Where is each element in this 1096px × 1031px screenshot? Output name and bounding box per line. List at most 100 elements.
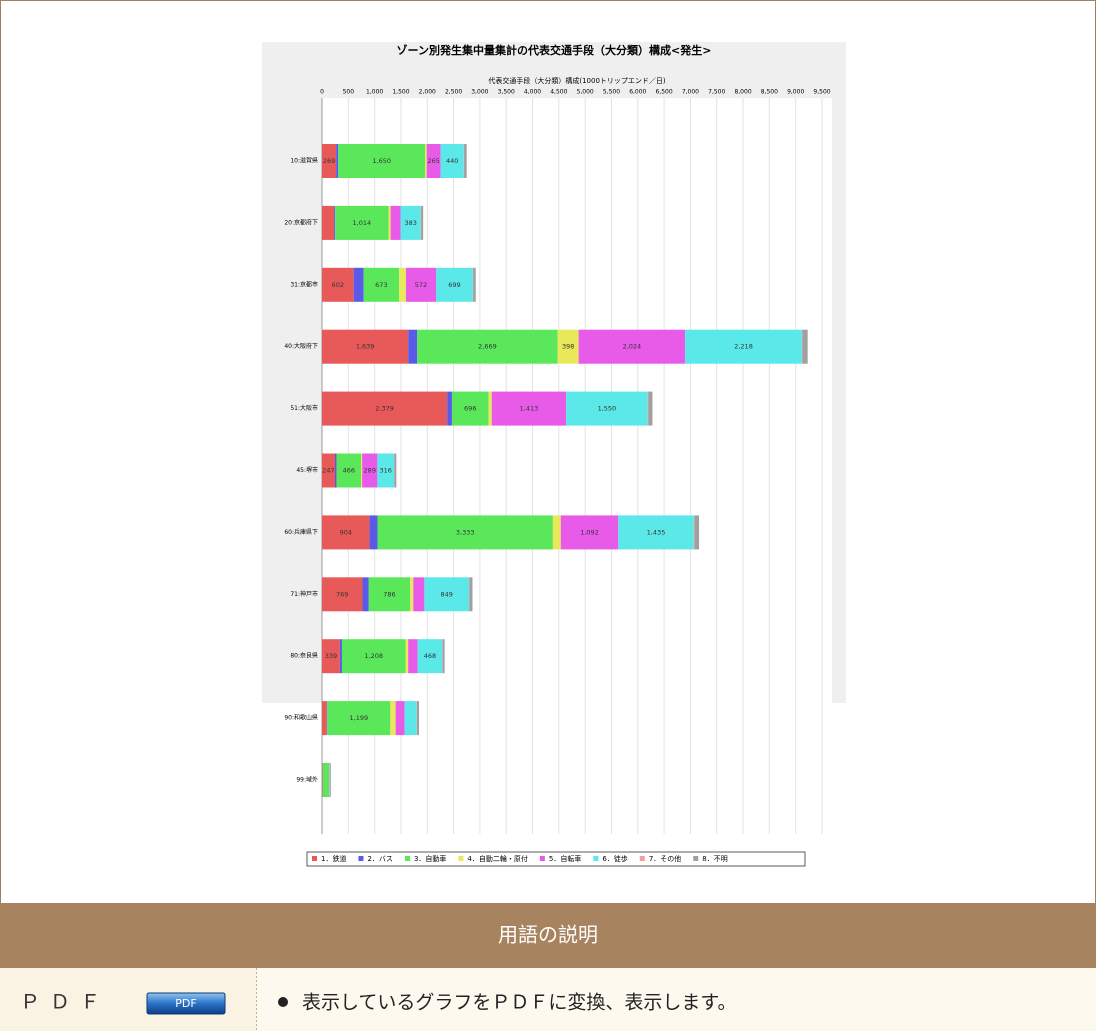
description-cell (256, 968, 1096, 1031)
data-label: 673 (375, 281, 387, 289)
bar-segment (322, 515, 370, 550)
data-label: 769 (336, 590, 348, 598)
bar-segment (451, 391, 489, 426)
x-tick-label: 8,000 (734, 89, 751, 96)
y-tick-label: 60:兵庫県下 (284, 528, 318, 536)
x-tick-label: 9,000 (787, 89, 804, 96)
data-label: 696 (464, 405, 476, 413)
bar-segment (410, 577, 414, 612)
data-label: 602 (332, 281, 344, 289)
bar-segment (362, 453, 378, 488)
bar-segment (399, 267, 406, 302)
data-label: 316 (379, 467, 391, 475)
data-label: 1,435 (647, 528, 666, 536)
bar-segment (322, 577, 363, 612)
bar-segment (322, 701, 327, 736)
bar-segment (464, 144, 467, 178)
y-tick-label: 51:大阪市 (290, 404, 318, 412)
x-tick-label: 9,500 (813, 89, 830, 96)
bar-segment (566, 391, 648, 426)
bar-segment (440, 144, 464, 178)
bar-segment (322, 329, 409, 364)
bar-segment (335, 453, 337, 488)
bar-segment (369, 515, 378, 550)
bar-segment (421, 205, 424, 240)
y-tick-label: 71:神戸市 (290, 590, 318, 598)
bar-segment (322, 639, 340, 674)
bar-segment (334, 205, 336, 240)
x-tick-label: 3,500 (498, 89, 515, 96)
bar-segment (329, 763, 330, 797)
term: ＰＤＦ (20, 990, 110, 1014)
y-tick-label: 99:域外 (296, 776, 318, 784)
x-tick-label: 4,000 (524, 89, 541, 96)
legend-swatch (358, 856, 364, 861)
data-label: 383 (404, 219, 416, 227)
legend-swatch (312, 856, 317, 861)
bar-segment (362, 577, 369, 612)
bar-segment (802, 329, 808, 364)
data-label: 1,208 (364, 652, 383, 660)
pdf-button-label[interactable]: PDF (175, 997, 196, 1010)
y-tick-label: 45:堺市 (296, 466, 318, 474)
x-tick-label: 2,500 (445, 89, 462, 96)
data-label: 440 (446, 157, 458, 165)
bar-segment (322, 453, 335, 488)
legend-label: 6．徒歩 (602, 854, 627, 863)
legend-label: 5．自転車 (549, 854, 581, 863)
bar-segment (442, 639, 445, 674)
data-label: 1,413 (520, 405, 539, 413)
x-tick-label: 6,000 (629, 89, 646, 96)
data-label: 247 (322, 467, 334, 475)
bar-segment (648, 391, 653, 426)
x-tick-label: 7,000 (682, 89, 699, 96)
bar-segment (336, 144, 339, 178)
pdf-button[interactable] (146, 992, 226, 1015)
bar-segment (329, 763, 331, 797)
bar-segment (469, 577, 473, 612)
bar-segment (322, 763, 330, 797)
bar-segment (552, 515, 561, 550)
bar-segment (405, 267, 437, 302)
data-label: 699 (448, 281, 460, 289)
x-tick-label: 7,500 (708, 89, 725, 96)
bar-segment (322, 763, 323, 797)
bar-segment (368, 577, 411, 612)
bar-segment (647, 391, 649, 426)
legend (306, 851, 806, 867)
bar-segment (339, 639, 342, 674)
data-label: 2,379 (375, 405, 394, 413)
legend-label: 2．バス (367, 855, 392, 863)
bar-segment (488, 391, 492, 426)
bar-segment (408, 329, 418, 364)
y-tick-label: 10:滋賀県 (290, 157, 318, 165)
x-tick-label: 5,500 (603, 89, 620, 96)
glossary-header (0, 903, 1096, 968)
bar-segment (424, 577, 470, 612)
y-tick-label: 90:和歌山県 (284, 714, 318, 722)
bar-segment (327, 701, 391, 736)
bar-segment (685, 329, 802, 364)
y-tick-label: 20:京都府下 (284, 218, 318, 226)
bar-segment (473, 267, 476, 302)
data-label: 1,199 (350, 714, 369, 722)
legend-swatch (539, 856, 545, 861)
legend-label: 1．鉄道 (321, 854, 346, 863)
legend-swatch (404, 856, 410, 861)
bar-segment (425, 144, 427, 178)
bar-segment (394, 453, 397, 488)
bar-segment (377, 453, 394, 488)
bar-segment (578, 329, 686, 364)
x-tick-label: 500 (343, 89, 355, 96)
data-label: 3,333 (456, 528, 475, 536)
bar-segment (353, 267, 364, 302)
bar-segment (335, 205, 389, 240)
data-label: 2,669 (478, 343, 497, 351)
bar-segment (322, 144, 337, 178)
legend-swatch (639, 856, 645, 861)
glossary-title: 用語の説明 (498, 923, 598, 947)
data-label: 265 (427, 157, 439, 165)
x-tick-label: 4,500 (550, 89, 567, 96)
bar-segment (338, 144, 426, 178)
